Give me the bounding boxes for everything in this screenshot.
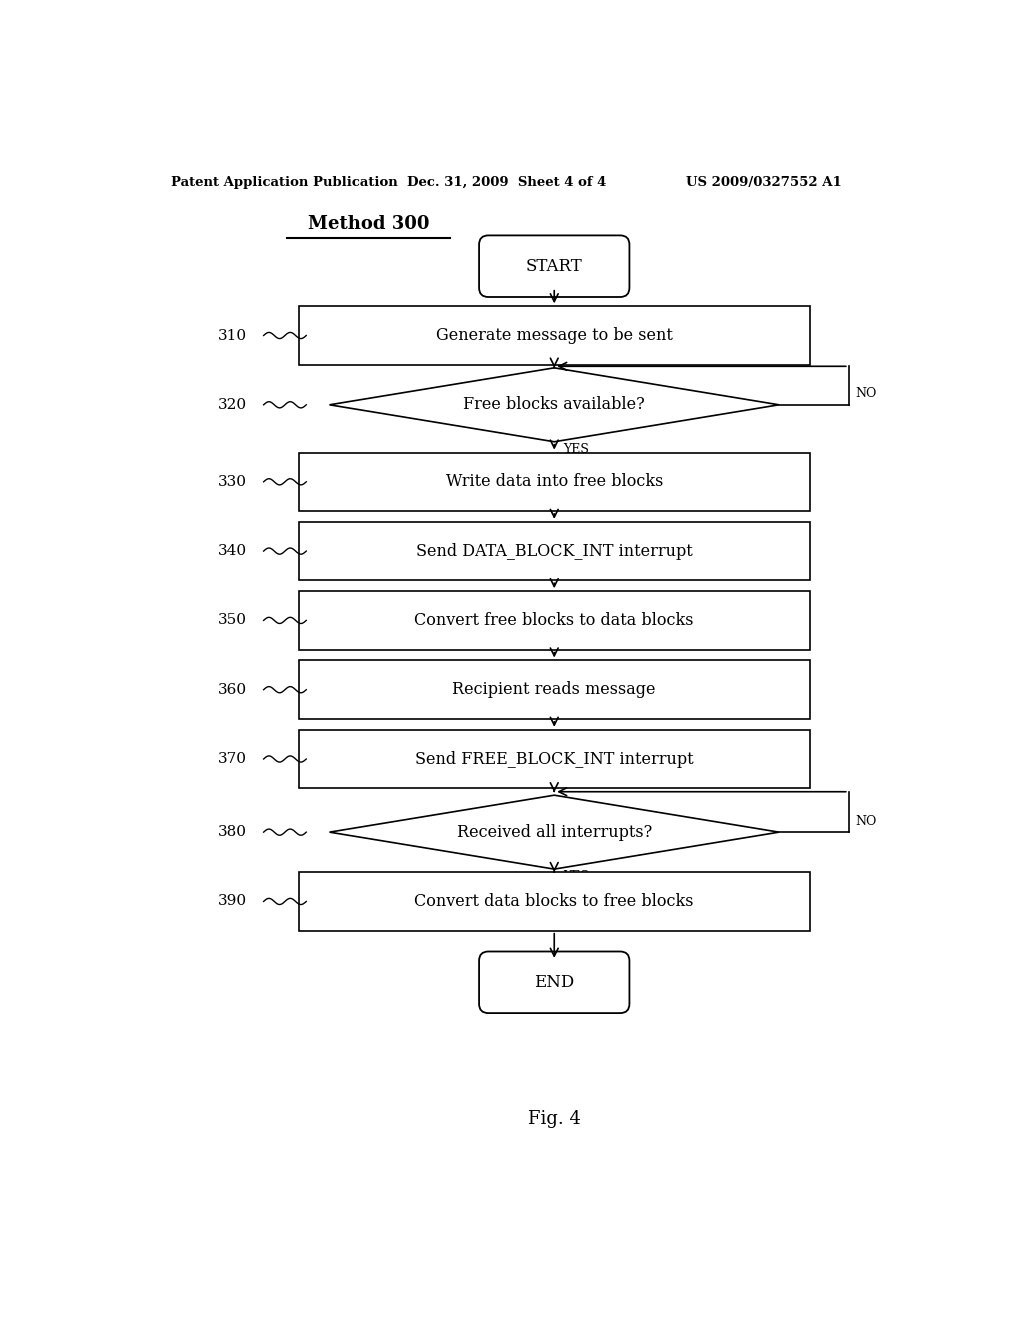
Text: START: START [526, 257, 583, 275]
Text: Send DATA_BLOCK_INT interrupt: Send DATA_BLOCK_INT interrupt [416, 543, 692, 560]
FancyBboxPatch shape [479, 952, 630, 1014]
Text: YES: YES [563, 870, 590, 883]
Polygon shape [330, 368, 779, 442]
Text: 340: 340 [218, 544, 247, 558]
FancyBboxPatch shape [299, 521, 810, 581]
Text: Send FREE_BLOCK_INT interrupt: Send FREE_BLOCK_INT interrupt [415, 751, 693, 767]
Text: NO: NO [855, 814, 877, 828]
Text: 320: 320 [218, 397, 247, 412]
FancyBboxPatch shape [299, 591, 810, 649]
FancyBboxPatch shape [299, 730, 810, 788]
Text: Write data into free blocks: Write data into free blocks [445, 474, 663, 490]
Text: YES: YES [563, 442, 590, 455]
Text: Generate message to be sent: Generate message to be sent [436, 327, 673, 345]
Text: END: END [535, 974, 574, 991]
Text: Fig. 4: Fig. 4 [527, 1110, 581, 1129]
Text: Recipient reads message: Recipient reads message [453, 681, 656, 698]
Text: 370: 370 [218, 752, 247, 766]
FancyBboxPatch shape [299, 306, 810, 364]
Text: 390: 390 [218, 895, 247, 908]
Polygon shape [330, 795, 779, 869]
FancyBboxPatch shape [479, 235, 630, 297]
Text: Free blocks available?: Free blocks available? [464, 396, 645, 413]
Text: 360: 360 [218, 682, 247, 697]
Text: US 2009/0327552 A1: US 2009/0327552 A1 [686, 176, 842, 189]
Text: Received all interrupts?: Received all interrupts? [457, 824, 652, 841]
FancyBboxPatch shape [299, 873, 810, 931]
FancyBboxPatch shape [299, 660, 810, 719]
FancyBboxPatch shape [299, 453, 810, 511]
Text: 350: 350 [218, 614, 247, 627]
Text: 380: 380 [218, 825, 247, 840]
Text: Convert free blocks to data blocks: Convert free blocks to data blocks [415, 612, 694, 628]
Text: 330: 330 [218, 475, 247, 488]
Text: Patent Application Publication: Patent Application Publication [171, 176, 397, 189]
Text: Dec. 31, 2009  Sheet 4 of 4: Dec. 31, 2009 Sheet 4 of 4 [407, 176, 606, 189]
Text: Convert data blocks to free blocks: Convert data blocks to free blocks [415, 892, 694, 909]
Text: Method 300: Method 300 [307, 215, 429, 232]
Text: NO: NO [855, 387, 877, 400]
Text: 310: 310 [218, 329, 247, 342]
